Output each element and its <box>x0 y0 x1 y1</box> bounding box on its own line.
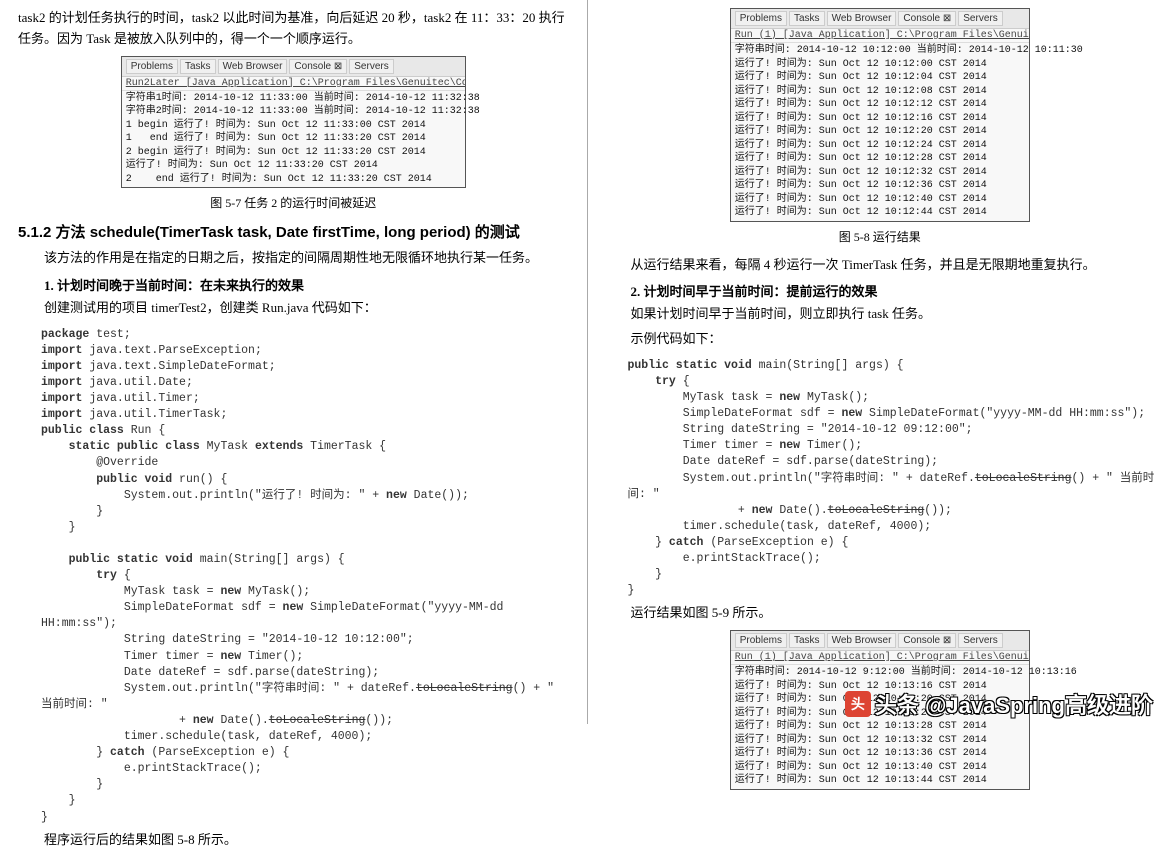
console-header: Run2Later [Java Application] C:\Program … <box>122 77 465 91</box>
console-output: 字符串1时间: 2014-10-12 11:33:00 当前时间: 2014-1… <box>122 91 465 188</box>
tab-webbrowser: Web Browser <box>827 633 897 648</box>
code-block-left: package test; import java.text.ParseExce… <box>18 323 569 830</box>
console-tabs: Problems Tasks Web Browser Console ⊠ Ser… <box>731 9 1029 29</box>
tab-servers: Servers <box>958 633 1002 648</box>
tab-console: Console ⊠ <box>289 59 347 74</box>
tab-servers: Servers <box>958 11 1002 26</box>
watermark-icon: 头 <box>845 691 871 717</box>
tab-servers: Servers <box>349 59 393 74</box>
tab-problems: Problems <box>735 11 787 26</box>
subheading-2-desc: 如果计划时间早于当前时间，则立即执行 task 任务。 <box>605 304 1156 325</box>
code-block-right: public static void main(String[] args) {… <box>605 354 1156 603</box>
section-heading-5-1-2: 5.1.2 方法 schedule(TimerTask task, Date f… <box>18 221 569 242</box>
intro-paragraph-left: task2 的计划任务执行的时间，task2 以此时间为基准，向后延迟 20 秒… <box>18 8 569 50</box>
console-output: 字符串时间: 2014-10-12 9:12:00 当前时间: 2014-10-… <box>731 665 1029 789</box>
tab-console: Console ⊠ <box>898 633 956 648</box>
subheading-1-desc: 创建测试用的项目 timerTest2，创建类 Run.java 代码如下： <box>18 298 569 319</box>
tab-console: Console ⊠ <box>898 11 956 26</box>
result-label: 运行结果如图 5-9 所示。 <box>605 603 1156 624</box>
footer-left: 程序运行后的结果如图 5-8 所示。 <box>18 830 569 850</box>
code-datestring: "2014-10-12 09:12:00" <box>821 423 966 436</box>
console-tabs: Problems Tasks Web Browser Console ⊠ Ser… <box>731 631 1029 651</box>
tab-tasks: Tasks <box>180 59 216 74</box>
console-output: 字符串时间: 2014-10-12 10:12:00 当前时间: 2014-10… <box>731 43 1029 221</box>
left-page: task2 的计划任务执行的时间，task2 以此时间为基准，向后延迟 20 秒… <box>0 0 587 724</box>
console-tabs: Problems Tasks Web Browser Console ⊠ Ser… <box>122 57 465 77</box>
tab-tasks: Tasks <box>789 11 825 26</box>
console-header: Run (1) [Java Application] C:\Program Fi… <box>731 651 1029 665</box>
tab-webbrowser: Web Browser <box>218 59 288 74</box>
para-right-1: 从运行结果来看，每隔 4 秒运行一次 TimerTask 任务，并且是无限期地重… <box>605 255 1156 276</box>
console-header: Run (1) [Java Application] C:\Program Fi… <box>731 29 1029 43</box>
example-label: 示例代码如下： <box>605 329 1156 350</box>
figure-caption-5-7: 图 5-7 任务 2 的运行时间被延迟 <box>18 194 569 211</box>
tab-tasks: Tasks <box>789 633 825 648</box>
figure-caption-5-8: 图 5-8 运行结果 <box>605 228 1156 245</box>
watermark: 头 头条 @JavaSpring高级进阶 <box>845 688 1153 720</box>
tab-problems: Problems <box>735 633 787 648</box>
right-page: Problems Tasks Web Browser Console ⊠ Ser… <box>587 0 1173 724</box>
watermark-text: 头条 @JavaSpring高级进阶 <box>875 688 1153 720</box>
console-5-7: Problems Tasks Web Browser Console ⊠ Ser… <box>121 56 466 189</box>
tab-problems: Problems <box>126 59 178 74</box>
console-5-8: Problems Tasks Web Browser Console ⊠ Ser… <box>730 8 1030 222</box>
section-description: 该方法的作用是在指定的日期之后，按指定的间隔周期性地无限循环地执行某一任务。 <box>18 248 569 269</box>
subheading-1: 1. 计划时间晚于当前时间：在未来执行的效果 <box>18 275 569 294</box>
tab-webbrowser: Web Browser <box>827 11 897 26</box>
subheading-2: 2. 计划时间早于当前时间：提前运行的效果 <box>605 281 1156 300</box>
